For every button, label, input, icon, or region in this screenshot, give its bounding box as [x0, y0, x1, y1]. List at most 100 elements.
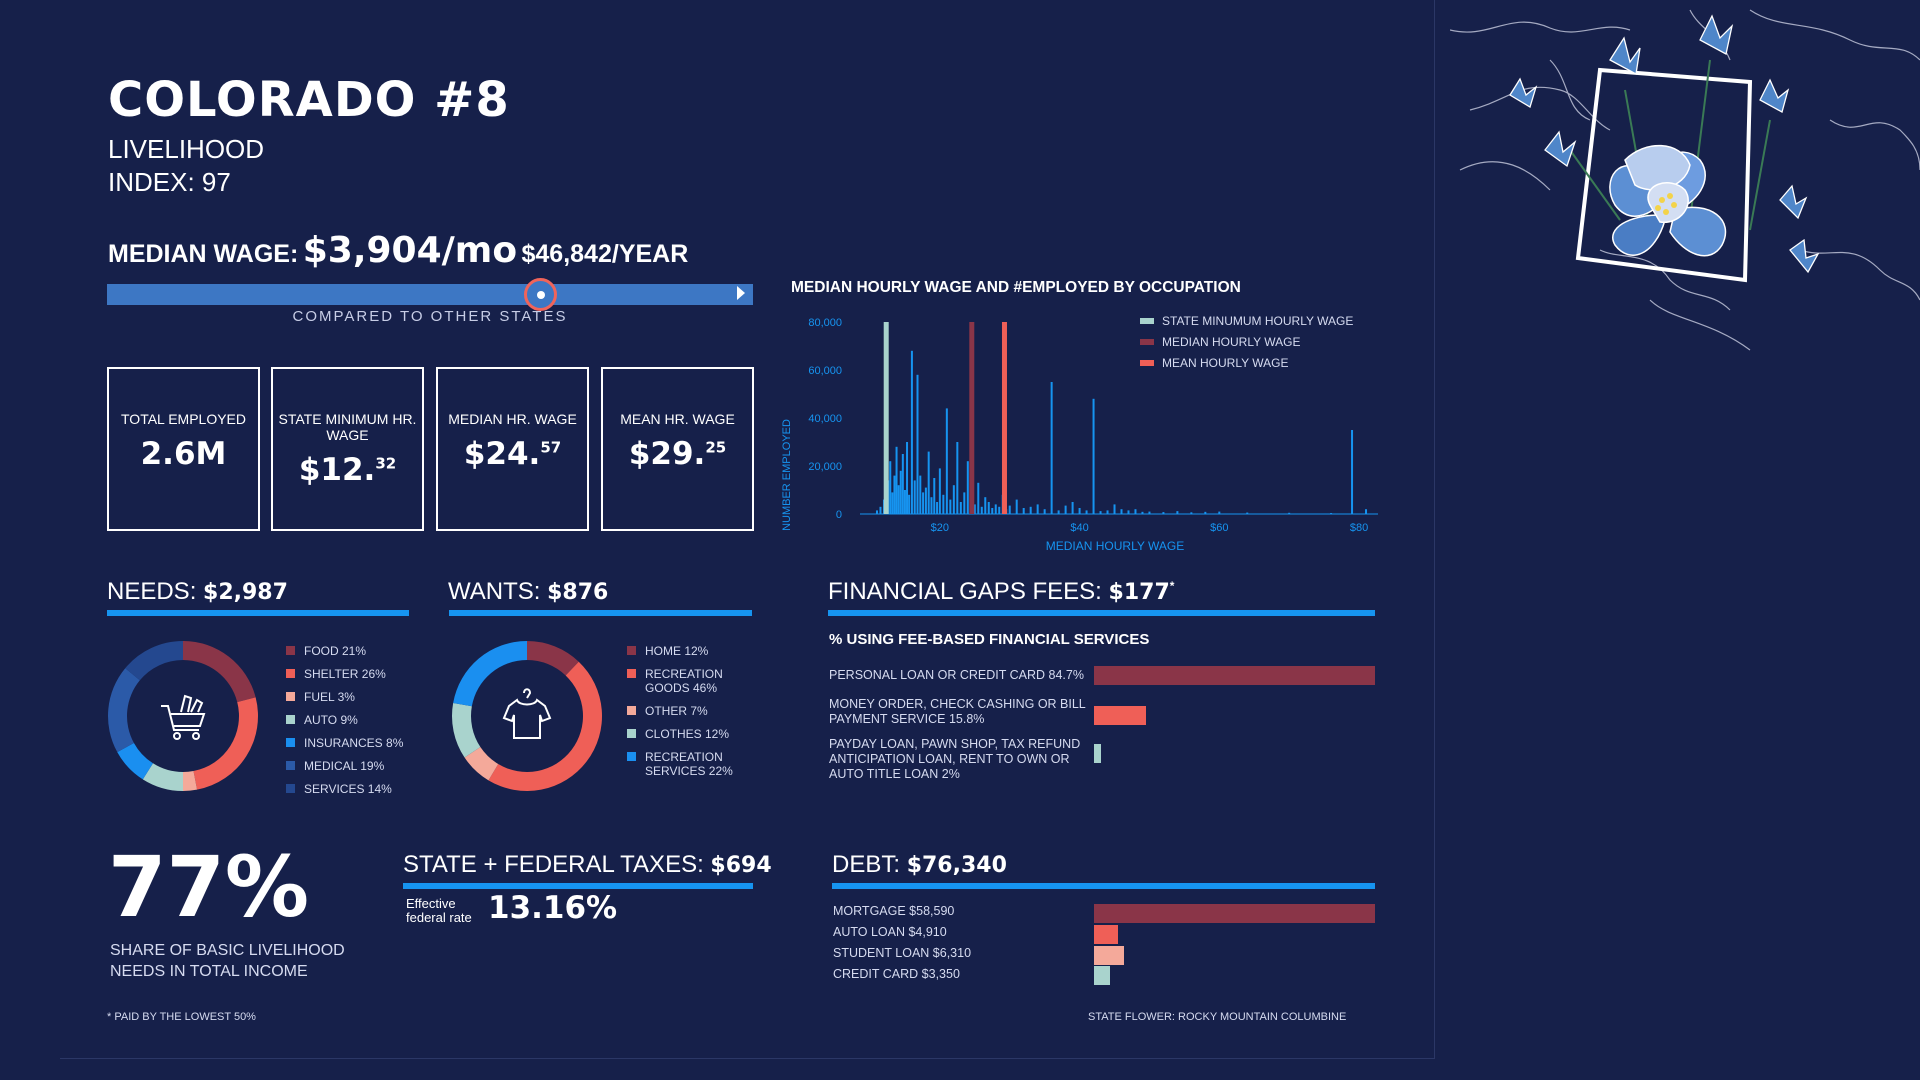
occupation-bar: [927, 451, 930, 514]
needs-donut-chart: [108, 641, 258, 791]
fees-heading: FINANCIAL GAPS FEES: $177*: [828, 578, 1175, 605]
occupation-bar: [1148, 511, 1151, 514]
legend-item: AUTO 9%: [286, 713, 426, 727]
footnote-right: STATE FLOWER: ROCKY MOUNTAIN COLUMBINE: [1088, 1011, 1347, 1023]
effective-rate-label-line-1: Effective: [406, 896, 456, 911]
occupation-bar: [1176, 511, 1179, 514]
donut-slice: [117, 742, 153, 780]
occupation-bar: [1246, 512, 1249, 514]
x-tick-label: $60: [1210, 522, 1228, 534]
occupation-bar: [897, 485, 900, 514]
fee-bar: [1094, 744, 1101, 763]
occupation-bar: [1015, 499, 1018, 514]
columbine-flower-illustration: [1450, 9, 1920, 351]
occupation-bar: [1190, 512, 1193, 514]
legend-swatch: [627, 706, 636, 715]
occupation-bar: [942, 494, 945, 514]
frame-divider-horizontal: [60, 1058, 1435, 1059]
occupation-chart: NUMBER EMPLOYED MEDIAN HOURLY WAGE 0 20,0…: [781, 314, 1378, 553]
occupation-bar: [977, 482, 980, 514]
occupation-bar: [1162, 512, 1165, 514]
occupation-bar: [879, 506, 882, 514]
donut-slice: [464, 747, 499, 781]
occupation-bar: [991, 508, 994, 514]
donut-slice: [183, 771, 198, 791]
legend-item: HOME 12%: [627, 644, 747, 658]
occupation-bar: [1022, 508, 1025, 514]
occupation-bar: [1057, 510, 1060, 514]
occupation-bar: [910, 350, 913, 514]
occupation-bar: [938, 468, 941, 514]
x-tick-label: $80: [1350, 522, 1368, 534]
debt-row-label: AUTO LOAN $4,910: [833, 925, 947, 939]
state-comparison-bar: [107, 284, 753, 305]
taxes-heading: STATE + FEDERAL TAXES: $694: [403, 851, 772, 878]
occupation-bar: [1008, 505, 1011, 514]
occupation-bar: [1078, 508, 1081, 514]
occupation-bar: [1204, 511, 1207, 514]
occupation-bar: [952, 485, 955, 514]
legend-swatch: [286, 646, 295, 655]
shopping-cart-icon: [161, 694, 206, 740]
occupation-bar: [1141, 511, 1144, 514]
occupation-bar: [1085, 510, 1088, 514]
occupation-bar: [1330, 513, 1333, 514]
occupation-bar: [875, 510, 878, 514]
occupation-bar: [1036, 504, 1039, 514]
occupation-bar: [1064, 505, 1067, 514]
legend-item: RECREATION GOODS 46%: [627, 667, 747, 695]
occupation-bar: [963, 492, 966, 514]
stat-value: $12.32: [298, 452, 397, 488]
occupation-chart-title: MEDIAN HOURLY WAGE AND #EMPLOYED BY OCCU…: [791, 279, 1241, 296]
stat-median-wage: MEDIAN HR. WAGE $24.57: [436, 367, 589, 531]
legend-swatch: [627, 729, 636, 738]
legend-item: OTHER 7%: [627, 704, 747, 718]
y-tick-label: 60,000: [808, 365, 842, 377]
stat-label: TOTAL EMPLOYED: [121, 411, 246, 427]
state-position-marker: [523, 278, 557, 311]
occupation-bar: [998, 506, 1001, 514]
fee-row-label: PERSONAL LOAN OR CREDIT CARD 84.7%: [829, 668, 1084, 682]
page-title: COLORADO #8: [108, 72, 510, 128]
wants-legend: HOME 12% RECREATION GOODS 46% OTHER 7% C…: [627, 644, 747, 787]
x-axis-label: MEDIAN HOURLY WAGE: [1046, 539, 1184, 553]
effective-rate-value: 13.16%: [488, 890, 618, 926]
debt-row-label: STUDENT LOAN $6,310: [833, 946, 972, 960]
stat-label: MEDIAN HR. WAGE: [448, 411, 577, 427]
y-tick-label: 40,000: [808, 413, 842, 425]
debt-bar: [1094, 966, 1111, 985]
stat-value: $29.25: [628, 436, 727, 472]
occupation-bar: [1365, 509, 1368, 514]
footnote-left: * PAID BY THE LOWEST 50%: [107, 1011, 256, 1023]
share-caption-line-1: SHARE OF BASIC LIVELIHOOD: [110, 942, 345, 959]
stat-value: 2.6M: [140, 436, 227, 472]
stat-label: MEAN HR. WAGE: [620, 411, 735, 427]
fee-row-label: MONEY ORDER, CHECK CASHING OR BILL PAYME…: [829, 697, 1086, 726]
comparison-caption: COMPARED TO OTHER STATES: [292, 308, 568, 325]
legend-item: SHELTER 26%: [286, 667, 426, 681]
occupation-bar: [906, 442, 909, 514]
occupation-bar: [893, 475, 896, 514]
occupation-bar: [936, 502, 939, 514]
occupation-bar: [1113, 504, 1116, 514]
occupation-bar: [1043, 509, 1046, 514]
occupation-bar: [901, 454, 904, 514]
debt-rule: [832, 883, 1375, 889]
legend-item: SERVICES 14%: [286, 782, 426, 796]
donut-slice: [125, 641, 183, 681]
legend-label-median: MEDIAN HOURLY WAGE: [1162, 335, 1300, 349]
occupation-bar: [1099, 511, 1102, 514]
legend-swatch: [627, 752, 636, 761]
share-value: 77%: [108, 838, 310, 936]
subtitle-line-1: LIVELIHOOD: [108, 134, 265, 164]
tshirt-icon: [502, 688, 552, 739]
debt-row-label: CREDIT CARD $3,350: [833, 967, 960, 981]
occupation-bar: [956, 442, 959, 514]
occupation-bar: [1218, 511, 1221, 514]
occupation-bar: [895, 446, 898, 514]
occupation-bar: [924, 487, 927, 514]
median-wage-line: MEDIAN WAGE: $3,904/mo $46,842/YEAR: [108, 230, 688, 271]
occupation-bar: [930, 497, 933, 514]
legend-swatch-state-min: [1140, 318, 1154, 324]
donut-slice: [183, 641, 256, 703]
